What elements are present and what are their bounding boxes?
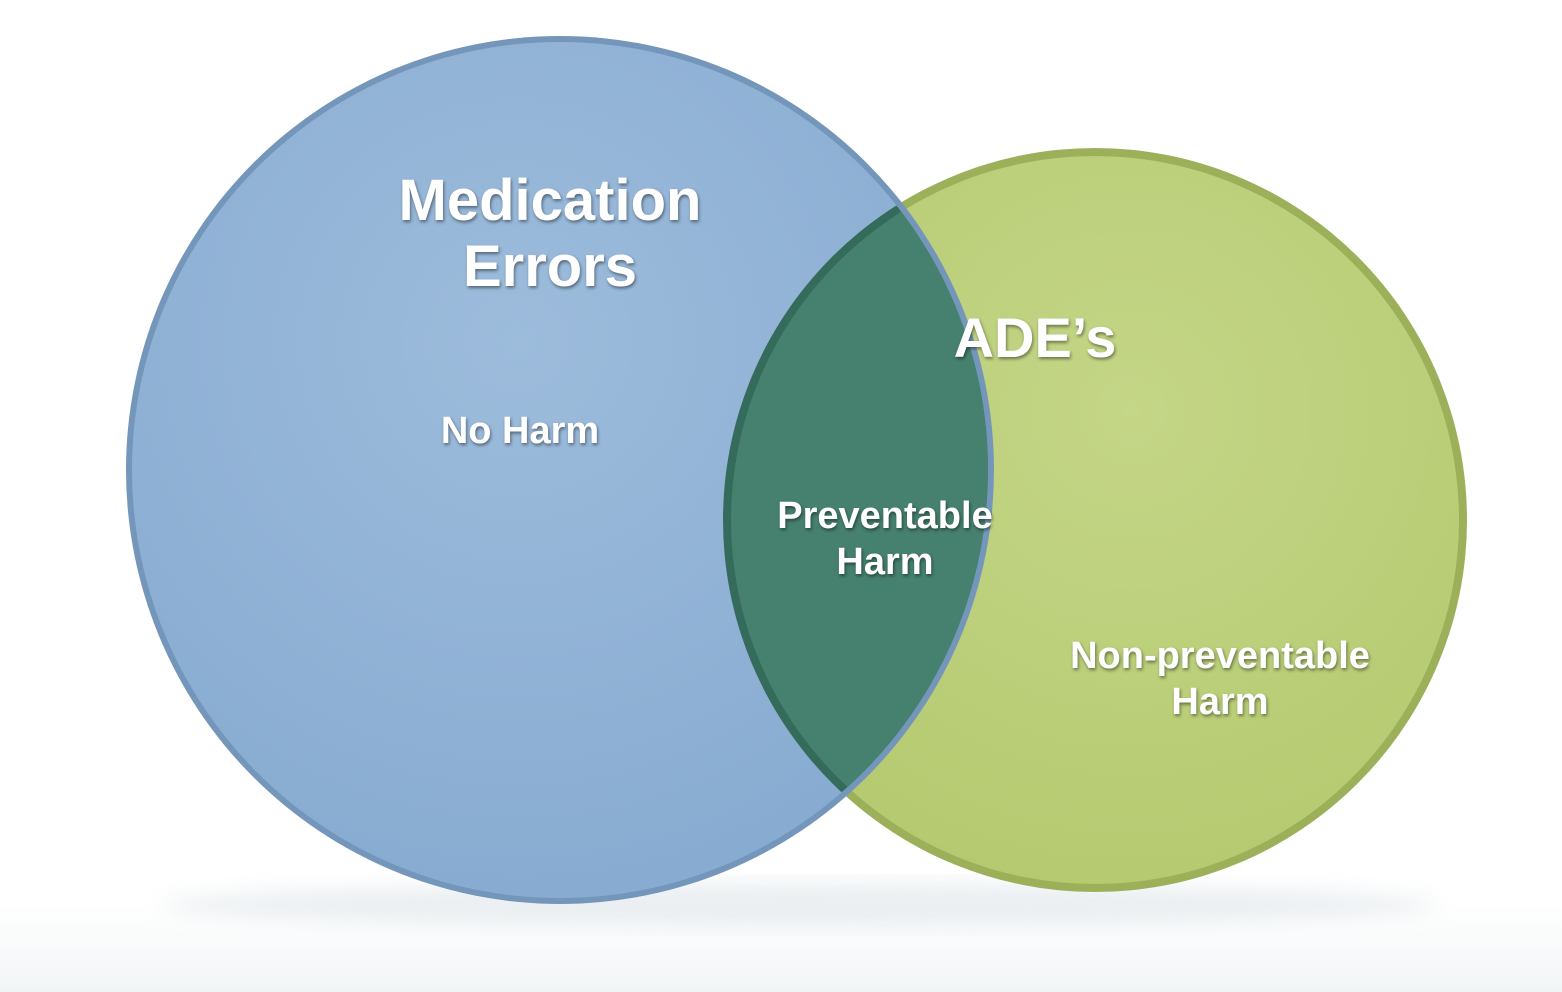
intersection-region bbox=[731, 156, 988, 884]
non-preventable-harm-label: Non-preventable Harm bbox=[1070, 635, 1370, 723]
medication-errors-label: Medication Errors bbox=[398, 168, 702, 299]
ground-shadow bbox=[160, 883, 1440, 927]
no-harm-label: No Harm bbox=[440, 410, 600, 452]
ades-label: ADE’s bbox=[953, 306, 1117, 369]
preventable-harm-label: Preventable Harm bbox=[777, 495, 993, 583]
